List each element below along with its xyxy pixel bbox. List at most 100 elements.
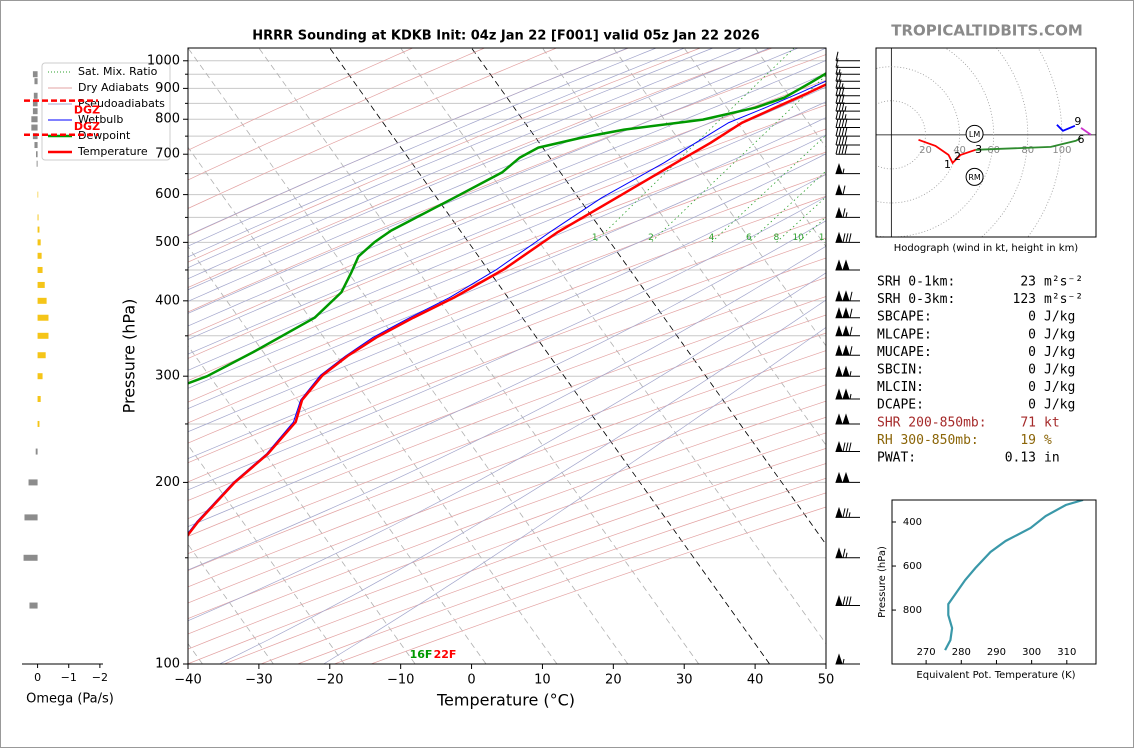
- wind-barb: [835, 506, 860, 518]
- dgz-label: DGZ: [74, 120, 100, 133]
- hodograph-frame: [875, 47, 1097, 238]
- wind-barb: [835, 65, 860, 75]
- wind-barb: [835, 184, 860, 196]
- stat-value: 19: [1020, 433, 1036, 448]
- hodo-height-label: 3: [975, 143, 982, 156]
- hodo-ring-label: 20: [919, 145, 932, 156]
- wind-barb: [835, 118, 860, 129]
- x-tick-label: 50: [818, 673, 835, 688]
- wind-barb: [835, 471, 860, 483]
- x-tick-label: −10: [387, 673, 414, 688]
- stat-label: DCAPE:: [877, 398, 924, 413]
- hodo-ring-label: 60: [987, 145, 1000, 156]
- pseudoadiabat: [188, 117, 826, 389]
- pseudoadiabat: [188, 48, 657, 247]
- mixing-ratio-line: [711, 134, 826, 243]
- hodo-ring: [876, 66, 960, 204]
- theta-x-tick-label: 290: [987, 647, 1006, 658]
- wind-barb: [835, 135, 860, 146]
- legend-label: Wetbulb: [78, 113, 123, 126]
- pseudoadiabat: [188, 101, 826, 371]
- omega-bar: [33, 92, 38, 99]
- dgz-label: DGZ: [74, 104, 100, 117]
- y-tick-label: 100: [155, 657, 180, 672]
- hodo-height-label: 2: [954, 150, 961, 163]
- wind-barb: [835, 547, 860, 559]
- mixing-ratio-label: 2: [648, 233, 654, 243]
- pseudoadiabat: [188, 86, 826, 355]
- omega-bar: [37, 239, 41, 246]
- wind-barb: [835, 163, 860, 175]
- pseudoadiabat: [219, 299, 826, 664]
- wind-barb: [835, 594, 860, 607]
- wind-barb: [835, 145, 860, 155]
- legend-label: Dewpoint: [78, 129, 131, 142]
- stat-label: PWAT:: [877, 451, 916, 466]
- legend-label: Temperature: [77, 145, 148, 158]
- dry-adiabat: [188, 217, 826, 464]
- theta-x-tick-label: 310: [1057, 647, 1076, 658]
- hodo-height-label: 1: [944, 158, 951, 171]
- omega-bar: [36, 151, 38, 158]
- storm-motion-label: RM: [968, 173, 981, 182]
- theta-plot: [944, 500, 1084, 651]
- x-tick-label: −20: [316, 673, 343, 688]
- pseudoadiabat: [188, 48, 770, 291]
- mixing-ratio-label: 6: [746, 233, 752, 243]
- stat-label: SHR 200-850mb:: [877, 415, 987, 430]
- skewt-plot: 1246810131620243036: [188, 48, 826, 664]
- stat-label: MLCAPE:: [877, 327, 932, 342]
- stat-label: MLCIN:: [877, 380, 924, 395]
- hodo-ring: [1027, 48, 1063, 237]
- highlight-isotherm: [329, 48, 770, 664]
- y-tick-label: 900: [155, 81, 180, 96]
- chart-title: HRRR Sounding at KDKB Init: 04z Jan 22 […: [252, 29, 759, 44]
- stat-label: SBCAPE:: [877, 310, 932, 325]
- stat-unit: J/kg: [1044, 363, 1075, 378]
- stat-value: 0.13: [1005, 451, 1036, 466]
- x-tick-label: 10: [534, 673, 551, 688]
- dry-adiabat: [188, 384, 826, 619]
- wind-barb: [835, 206, 860, 218]
- dry-adiabat: [188, 350, 826, 588]
- stat-label: SRH 0-1km:: [877, 275, 955, 290]
- theta-line: [944, 500, 1084, 651]
- omega-bar: [28, 479, 38, 486]
- dry-adiabat: [188, 257, 826, 501]
- omega-bar: [32, 100, 38, 107]
- omega-bar: [24, 514, 38, 521]
- stat-unit: J/kg: [1044, 327, 1075, 342]
- wind-barb: [835, 79, 860, 89]
- stat-label: SRH 0-3km:: [877, 292, 955, 307]
- dry-adiabat: [188, 174, 826, 424]
- dry-adiabat: [188, 48, 485, 181]
- omega-bar: [37, 314, 49, 321]
- isotherm: [542, 48, 826, 446]
- hodo-line: [918, 138, 976, 165]
- theta-x-tick-label: 300: [1022, 647, 1041, 658]
- theta-y-label: Pressure (hPa): [877, 546, 888, 618]
- stat-unit: J/kg: [1044, 380, 1075, 395]
- wind-barb: [835, 365, 860, 377]
- wind-barb: [835, 102, 860, 112]
- dry-adiabat: [188, 400, 826, 635]
- omega-bar: [37, 281, 45, 288]
- wind-barb: [835, 290, 860, 302]
- x-tick-label: −30: [245, 673, 272, 688]
- surface-label: 22F: [434, 648, 457, 661]
- omega-bar: [37, 266, 43, 273]
- storm-motion: [965, 124, 984, 143]
- omega-bar: [32, 108, 38, 115]
- omega-bar: [32, 71, 38, 78]
- dry-adiabat: [188, 104, 826, 359]
- omega-bar: [23, 554, 38, 561]
- isotherm: [683, 48, 826, 248]
- x-axis-label: Temperature (°C): [436, 691, 575, 710]
- hodo-line: [975, 137, 1082, 151]
- isotherm: [613, 48, 826, 347]
- dry-adiabat: [188, 48, 557, 209]
- pseudoadiabat: [188, 48, 628, 236]
- mixing-ratio-label: 8: [773, 233, 779, 243]
- wind-barb: [835, 51, 860, 62]
